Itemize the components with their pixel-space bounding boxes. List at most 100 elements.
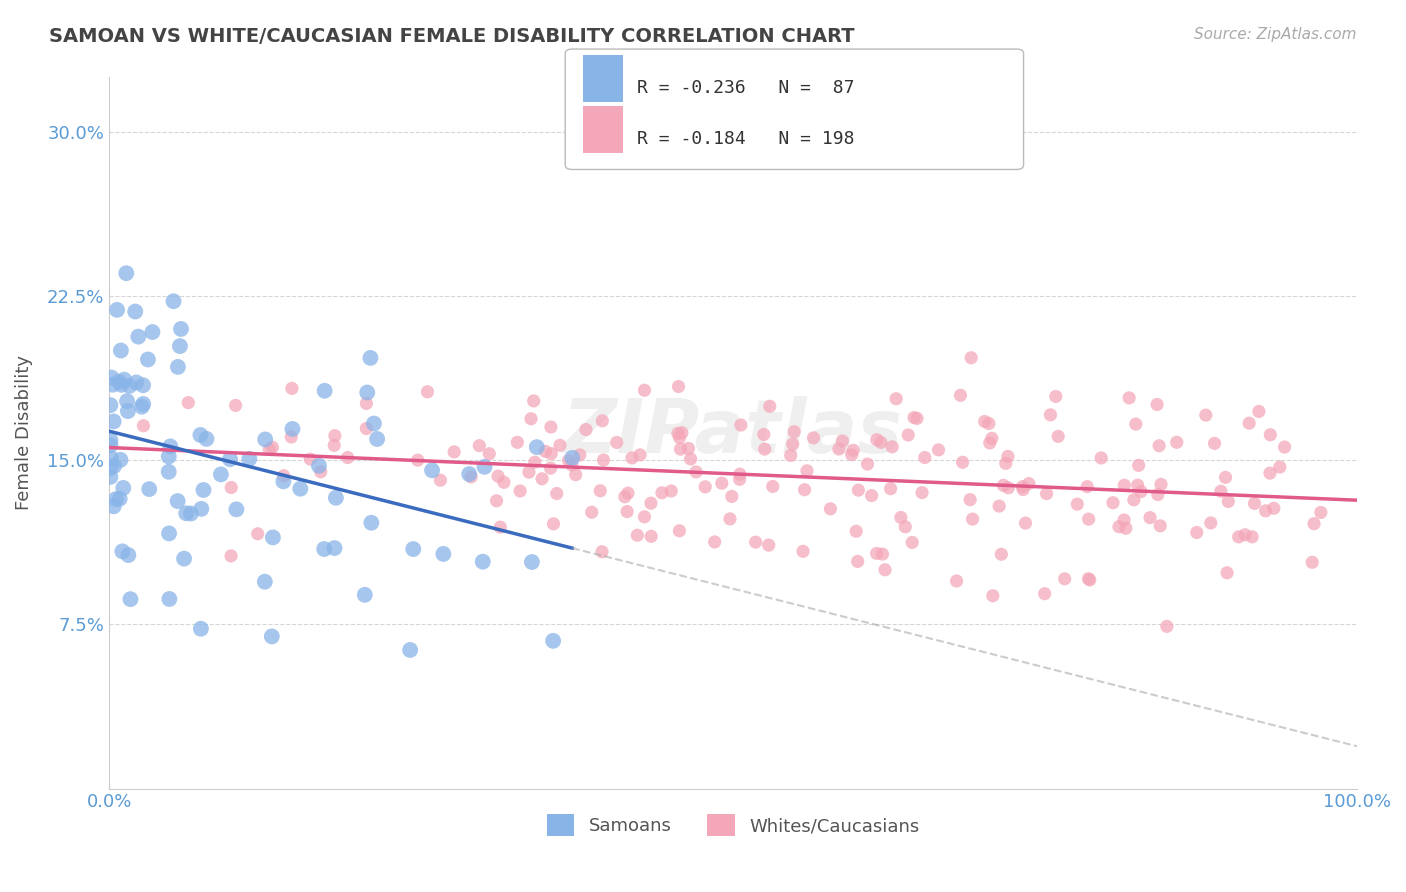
Point xyxy=(866,433,889,447)
Point xyxy=(1114,478,1136,492)
Point xyxy=(548,438,571,452)
Point xyxy=(945,574,967,588)
Point xyxy=(136,352,159,367)
Point xyxy=(262,441,284,455)
Point xyxy=(914,450,936,465)
Point xyxy=(117,404,139,418)
Point xyxy=(620,450,643,465)
Point xyxy=(960,351,983,365)
Point xyxy=(752,427,775,442)
Point xyxy=(1237,416,1260,430)
Point xyxy=(489,520,512,534)
Point xyxy=(506,435,529,450)
Point xyxy=(225,398,247,412)
Point xyxy=(977,417,1000,431)
Point xyxy=(1227,530,1250,544)
Point xyxy=(1263,501,1285,516)
Point xyxy=(865,546,887,560)
Point xyxy=(1066,497,1088,511)
Point xyxy=(190,501,212,516)
Point xyxy=(949,388,972,402)
Point xyxy=(842,443,865,458)
Point xyxy=(260,629,283,643)
Point xyxy=(591,414,613,428)
Point xyxy=(336,450,359,465)
Point xyxy=(557,453,579,467)
Point xyxy=(103,414,125,428)
Point xyxy=(125,376,148,390)
Point xyxy=(1077,572,1099,586)
Point xyxy=(281,381,304,395)
Point xyxy=(628,448,651,462)
Point xyxy=(238,451,260,466)
Legend: Samoans, Whites/Caucasians: Samoans, Whites/Caucasians xyxy=(540,807,927,844)
Point xyxy=(112,481,135,495)
Point xyxy=(758,400,780,414)
Point xyxy=(157,465,180,479)
Point xyxy=(1012,483,1035,497)
Point xyxy=(162,294,184,309)
Point xyxy=(979,436,1001,450)
Point xyxy=(754,442,776,457)
Point xyxy=(100,451,122,466)
Point xyxy=(531,472,554,486)
Point xyxy=(1199,516,1222,530)
Point xyxy=(323,428,346,442)
Point xyxy=(100,433,122,447)
Point xyxy=(478,447,501,461)
Point xyxy=(591,545,613,559)
Point xyxy=(110,343,132,358)
Point xyxy=(1090,450,1112,465)
Point xyxy=(1053,572,1076,586)
Text: ZIPatlas: ZIPatlas xyxy=(562,396,903,469)
Point xyxy=(561,450,583,465)
Point xyxy=(988,499,1011,513)
Point xyxy=(870,435,893,450)
Point xyxy=(679,451,702,466)
Point xyxy=(779,449,801,463)
Point xyxy=(1033,587,1056,601)
Point xyxy=(402,542,425,557)
Point xyxy=(894,520,917,534)
Point xyxy=(897,428,920,442)
Point xyxy=(589,483,612,498)
Point xyxy=(105,491,128,506)
Point xyxy=(325,491,347,505)
Point xyxy=(100,461,122,475)
Point xyxy=(314,542,336,557)
Point xyxy=(159,439,181,453)
Point xyxy=(1241,530,1264,544)
Point xyxy=(253,574,276,589)
Point xyxy=(219,549,242,563)
Point xyxy=(1118,391,1140,405)
Point xyxy=(486,469,509,483)
Point xyxy=(990,547,1012,561)
Point xyxy=(406,453,429,467)
Point xyxy=(793,483,815,497)
Point xyxy=(540,447,562,461)
Point xyxy=(209,467,232,482)
Point xyxy=(259,442,281,457)
Point xyxy=(728,472,751,486)
Point xyxy=(1078,573,1101,587)
Point xyxy=(281,422,304,436)
Y-axis label: Female Disability: Female Disability xyxy=(15,356,32,510)
Point xyxy=(108,491,131,506)
Text: SAMOAN VS WHITE/CAUCASIAN FEMALE DISABILITY CORRELATION CHART: SAMOAN VS WHITE/CAUCASIAN FEMALE DISABIL… xyxy=(49,27,855,45)
Point xyxy=(132,378,155,392)
Point xyxy=(1035,486,1057,500)
Point xyxy=(273,468,295,483)
Point xyxy=(973,415,995,429)
Point xyxy=(1126,478,1149,492)
Point xyxy=(100,438,122,452)
Point xyxy=(101,377,124,392)
Point xyxy=(309,465,332,479)
Point xyxy=(1108,519,1130,533)
Point xyxy=(399,643,422,657)
Point xyxy=(820,501,842,516)
Point xyxy=(416,384,439,399)
Point xyxy=(882,440,904,454)
Point xyxy=(509,483,531,498)
Point xyxy=(115,266,138,280)
Point xyxy=(169,339,191,353)
